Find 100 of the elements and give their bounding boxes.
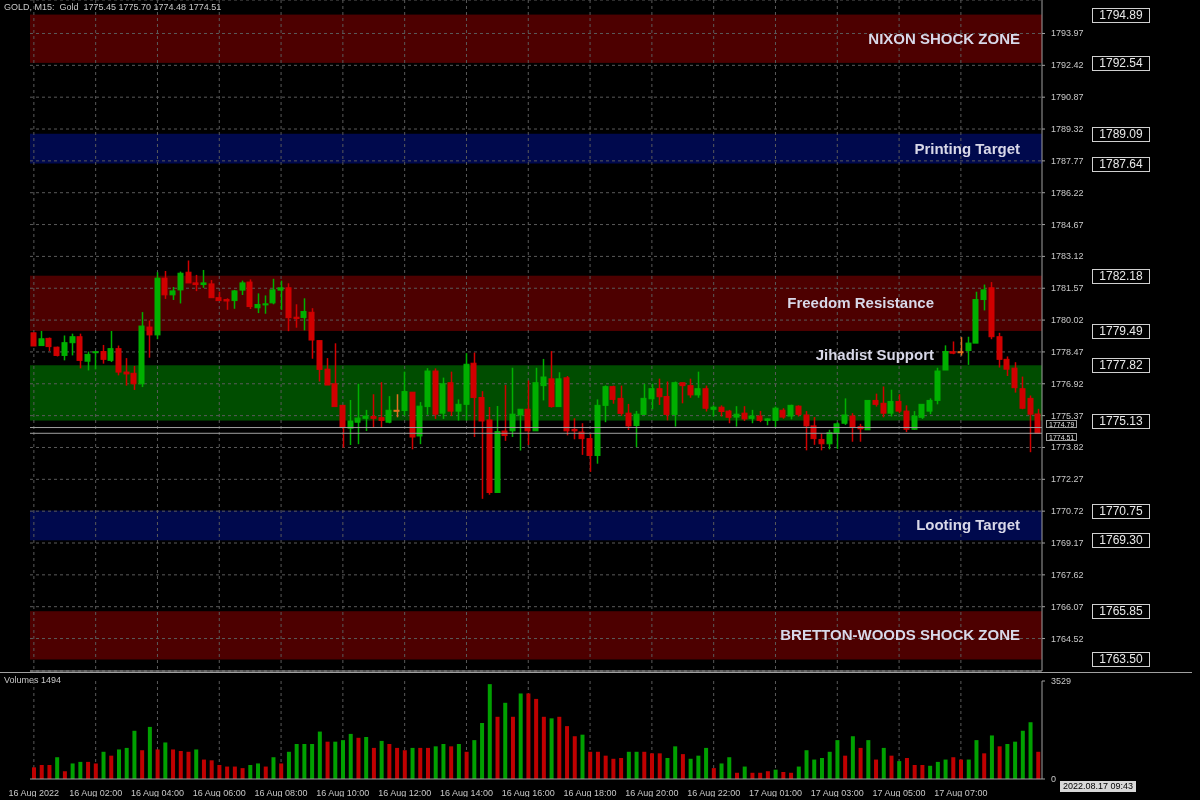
candlestick: [92, 350, 99, 371]
band-label: BRETTON-WOODS SHOCK ZONE: [780, 625, 1020, 646]
candlestick: [246, 278, 253, 310]
text: 1763.50: [1092, 652, 1150, 668]
bar: [858, 747, 863, 779]
y-tick-label: 1781.57: [1051, 283, 1084, 294]
candlestick: [76, 332, 83, 370]
bar: [55, 757, 60, 779]
y-tick-label: 1766.07: [1051, 601, 1084, 612]
bar: [395, 747, 400, 779]
bar: [171, 749, 176, 779]
bar: [572, 736, 577, 779]
x-tick-label: 16 Aug 10:00: [316, 788, 370, 798]
candlestick: [432, 367, 439, 420]
bar: [935, 761, 940, 779]
candlestick: [548, 350, 555, 409]
bar: [565, 726, 570, 779]
candlestick: [694, 370, 701, 399]
x-tick-label: 16 Aug 16:00: [501, 788, 555, 798]
bar: [387, 744, 392, 779]
y-tick-label: 1772.27: [1051, 474, 1084, 485]
bar: [495, 716, 500, 779]
candlestick: [100, 344, 107, 365]
bar: [534, 698, 539, 779]
candlestick: [138, 311, 145, 388]
bar: [526, 693, 531, 779]
y-tick-label: 1787.77: [1051, 155, 1084, 166]
candlestick: [524, 379, 531, 446]
bar: [843, 755, 848, 779]
candlestick: [161, 270, 168, 300]
text: 1779.49: [1092, 323, 1150, 339]
x-tick-label: 16 Aug 08:00: [254, 788, 308, 798]
candlestick: [702, 384, 709, 413]
bar: [147, 726, 152, 779]
band-label: Freedom Resistance: [787, 293, 934, 314]
y-tick-label: 1770.72: [1051, 506, 1084, 517]
bar: [101, 751, 106, 779]
bar: [433, 746, 438, 779]
bar: [70, 763, 75, 779]
bar: [959, 759, 964, 779]
bar: [1036, 751, 1041, 779]
bar: [595, 751, 600, 779]
bar: [889, 755, 894, 779]
x-tick-label: 16 Aug 18:00: [563, 788, 617, 798]
bar: [1028, 722, 1033, 779]
band-label: Printing Target: [914, 138, 1020, 159]
bar: [93, 763, 98, 779]
x-tick-label: 16 Aug 20:00: [625, 788, 679, 798]
y-tick-label: 1786.22: [1051, 187, 1084, 198]
bar: [163, 742, 168, 779]
bar: [371, 747, 376, 779]
bar: [704, 747, 709, 779]
y-tick-label: 1780.02: [1051, 315, 1084, 326]
bar: [78, 761, 83, 779]
bar: [727, 757, 732, 779]
bar: [480, 723, 485, 779]
y-tick-label: 1778.47: [1051, 346, 1084, 357]
bar: [256, 763, 261, 779]
candlestick: [555, 371, 562, 408]
bar: [140, 750, 145, 779]
text: 1770.75: [1092, 503, 1150, 519]
bar: [835, 740, 840, 779]
bar: [920, 765, 925, 779]
bar: [827, 751, 832, 779]
bar: [472, 740, 477, 779]
bar: [819, 758, 824, 779]
x-tick-label: 16 Aug 2022: [8, 788, 60, 798]
bar: [124, 747, 129, 779]
text: 1787.64: [1092, 156, 1150, 172]
bar: [765, 771, 770, 779]
x-tick-label: 16 Aug 04:00: [130, 788, 184, 798]
text: 1794.89: [1092, 7, 1150, 23]
bar: [804, 750, 809, 779]
bar: [209, 760, 214, 779]
bar: [310, 744, 315, 779]
bar: [943, 759, 948, 779]
candlestick: [393, 393, 400, 419]
x-tick-label: 16 Aug 12:00: [378, 788, 432, 798]
y-tick-label: 1789.32: [1051, 124, 1084, 135]
bar: [1013, 741, 1018, 779]
bar: [611, 758, 616, 779]
candlestick: [385, 395, 392, 424]
band-label: Jihadist Support: [815, 345, 934, 366]
bar: [418, 747, 423, 779]
bar: [487, 684, 492, 779]
bar: [449, 746, 454, 779]
bar: [39, 765, 44, 779]
x-tick-label: 17 Aug 01:00: [748, 788, 803, 798]
bar: [240, 768, 245, 779]
chart-title: GOLD, M15: Gold 1775.45 1775.70 1774.48 1774.51: [4, 2, 222, 12]
text: 2022.08.17 09:43: [1060, 781, 1137, 792]
bar: [680, 754, 685, 779]
candlestick: [439, 376, 446, 420]
bar: [897, 761, 902, 779]
bar: [974, 740, 979, 779]
candlestick: [671, 380, 678, 428]
bar: [997, 746, 1002, 779]
bar: [812, 759, 817, 779]
bar: [642, 751, 647, 779]
bar: [711, 768, 716, 779]
